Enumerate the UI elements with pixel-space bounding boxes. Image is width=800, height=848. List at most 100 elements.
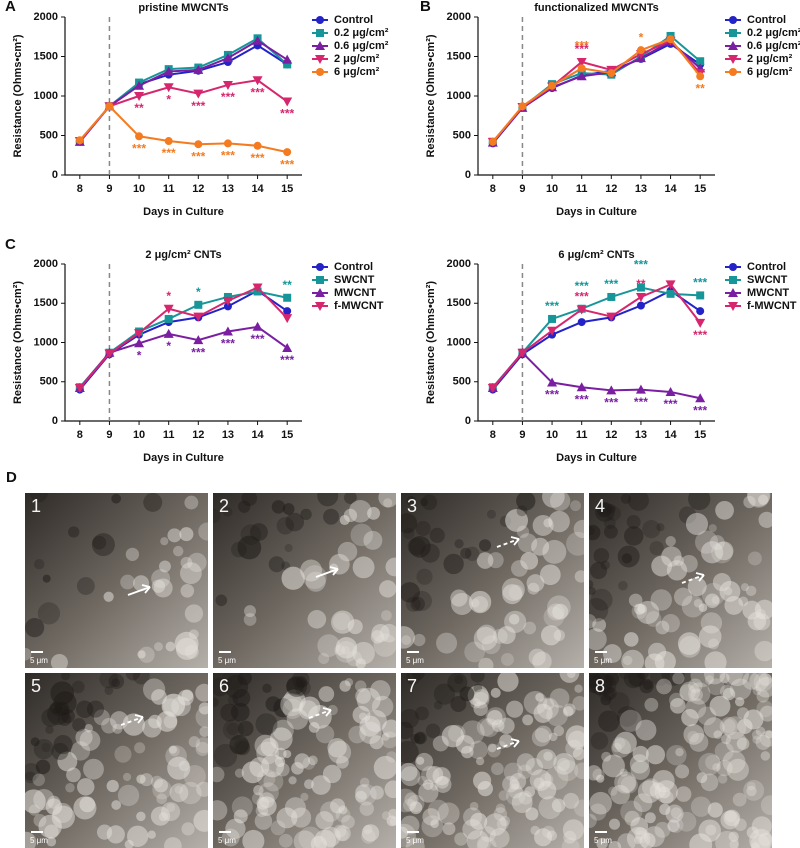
cell bbox=[429, 782, 438, 791]
cell bbox=[688, 493, 711, 511]
cell bbox=[265, 696, 281, 712]
cell bbox=[547, 595, 571, 620]
cell bbox=[45, 725, 54, 734]
cell bbox=[160, 537, 169, 546]
cell bbox=[508, 783, 523, 799]
cell bbox=[411, 590, 432, 611]
marker bbox=[134, 92, 145, 101]
x-tick-label: 14 bbox=[251, 183, 264, 195]
legend-label: 0.2 μg/cm² bbox=[747, 27, 800, 39]
cell bbox=[633, 793, 653, 813]
cell bbox=[243, 613, 257, 626]
cell bbox=[712, 763, 721, 772]
cell bbox=[164, 837, 182, 848]
cell bbox=[681, 595, 705, 618]
x-tick-label: 12 bbox=[605, 183, 617, 195]
cell bbox=[693, 598, 703, 608]
cell bbox=[73, 796, 97, 820]
cell bbox=[416, 756, 425, 765]
cell bbox=[373, 633, 396, 657]
x-axis-label: Days in Culture bbox=[143, 206, 224, 218]
cell bbox=[709, 695, 731, 717]
cell bbox=[359, 715, 381, 737]
cell bbox=[719, 673, 743, 686]
cell bbox=[654, 821, 671, 838]
x-axis-label: Days in Culture bbox=[556, 206, 637, 218]
cell bbox=[405, 673, 421, 685]
cell bbox=[746, 826, 759, 839]
cell bbox=[230, 702, 250, 722]
cell bbox=[37, 602, 61, 625]
y-tick-label: 0 bbox=[52, 415, 58, 427]
cell bbox=[720, 810, 740, 830]
cell bbox=[517, 764, 532, 779]
cell bbox=[233, 738, 250, 755]
cell bbox=[388, 808, 396, 819]
cell bbox=[167, 756, 191, 780]
series-line bbox=[492, 283, 701, 389]
cell bbox=[333, 824, 347, 838]
significance-label: *** bbox=[251, 151, 265, 165]
cell bbox=[291, 762, 304, 775]
cell bbox=[381, 732, 390, 741]
cell bbox=[685, 512, 709, 536]
cell bbox=[719, 580, 741, 602]
cell bbox=[517, 533, 538, 553]
x-tick-label: 12 bbox=[192, 183, 204, 195]
marker bbox=[695, 393, 706, 403]
panel-label: D bbox=[6, 469, 17, 486]
micrograph-number: 2 bbox=[219, 496, 229, 516]
cell bbox=[687, 577, 707, 597]
cell bbox=[608, 818, 621, 830]
micrograph-image bbox=[213, 673, 396, 848]
cell bbox=[114, 745, 132, 763]
cell bbox=[447, 673, 468, 693]
x-tick-label: 8 bbox=[490, 183, 496, 195]
significance-label: * bbox=[639, 30, 644, 44]
cell bbox=[25, 771, 37, 784]
cell bbox=[469, 740, 488, 760]
cell bbox=[401, 762, 418, 782]
cell bbox=[254, 812, 273, 830]
marker bbox=[577, 64, 586, 73]
cell bbox=[169, 783, 189, 803]
cell bbox=[527, 582, 540, 595]
cell bbox=[751, 842, 760, 848]
series-line bbox=[79, 104, 288, 154]
marker bbox=[666, 289, 675, 298]
significance-label: *** bbox=[693, 403, 707, 417]
x-tick-label: 13 bbox=[635, 183, 647, 195]
arrow-head bbox=[141, 584, 151, 594]
marker bbox=[282, 97, 293, 107]
legend-label: SWCNT bbox=[334, 274, 375, 286]
significance-label: * bbox=[196, 285, 201, 299]
cell bbox=[143, 493, 163, 512]
marker bbox=[282, 54, 293, 64]
marker bbox=[164, 137, 173, 146]
cell bbox=[695, 530, 719, 554]
arrow-head bbox=[510, 738, 520, 748]
cell bbox=[229, 734, 249, 755]
cell bbox=[719, 673, 730, 684]
cell bbox=[415, 706, 429, 721]
chart-title: 6 μg/cm² CNTs bbox=[558, 249, 634, 261]
cell bbox=[746, 781, 756, 791]
cell bbox=[589, 598, 609, 622]
marker bbox=[606, 312, 617, 322]
cell bbox=[563, 792, 580, 809]
cell bbox=[290, 807, 312, 828]
cell bbox=[559, 673, 580, 683]
cell bbox=[300, 792, 309, 801]
cell bbox=[416, 568, 433, 585]
marker bbox=[283, 148, 292, 157]
cell bbox=[598, 710, 620, 732]
scale-label: 5 μm bbox=[218, 656, 236, 665]
cell bbox=[723, 809, 741, 827]
cell bbox=[150, 806, 171, 826]
cell bbox=[496, 818, 509, 831]
marker bbox=[729, 68, 737, 76]
cell bbox=[142, 718, 162, 738]
marker bbox=[316, 68, 324, 76]
cell bbox=[491, 762, 504, 776]
cell bbox=[161, 802, 181, 822]
